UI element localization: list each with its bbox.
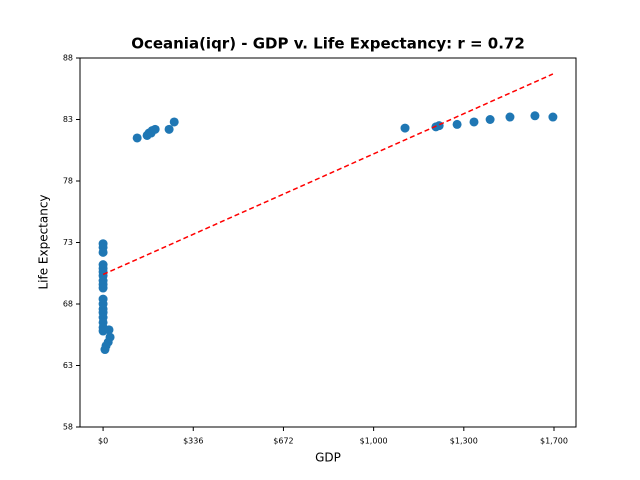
data-point [452, 119, 462, 129]
y-axis-label: Life Expectancy [37, 194, 51, 289]
x-tick-label: $1,300 [450, 437, 478, 446]
data-point [104, 325, 114, 335]
data-point [98, 283, 108, 293]
data-point [505, 112, 515, 122]
x-tick-label: $0 [98, 437, 108, 446]
y-tick-label: 63 [63, 361, 73, 370]
trend-line [102, 73, 554, 276]
data-point [530, 111, 540, 121]
x-axis-label: GDP [315, 451, 341, 465]
x-tick-label: $672 [273, 437, 293, 446]
y-tick-label: 73 [63, 238, 73, 247]
data-point [469, 117, 479, 127]
y-tick-label: 88 [63, 54, 73, 63]
data-point [98, 247, 108, 257]
data-point [548, 112, 558, 122]
chart-title: Oceania(iqr) - GDP v. Life Expectancy: r… [131, 35, 525, 53]
y-tick-label: 83 [63, 115, 73, 124]
y-tick-label: 58 [63, 423, 73, 432]
data-point [100, 345, 110, 355]
x-tick-label: $1,000 [360, 437, 388, 446]
y-tick-label: 68 [63, 300, 73, 309]
y-tick-label: 78 [63, 177, 73, 186]
x-tick-label: $336 [183, 437, 203, 446]
data-point [169, 117, 179, 127]
data-point [485, 115, 495, 124]
data-point [150, 124, 160, 134]
data-point [164, 124, 174, 134]
x-tick-label: $1,700 [540, 437, 568, 446]
data-point [400, 123, 410, 133]
data-point [132, 133, 142, 143]
